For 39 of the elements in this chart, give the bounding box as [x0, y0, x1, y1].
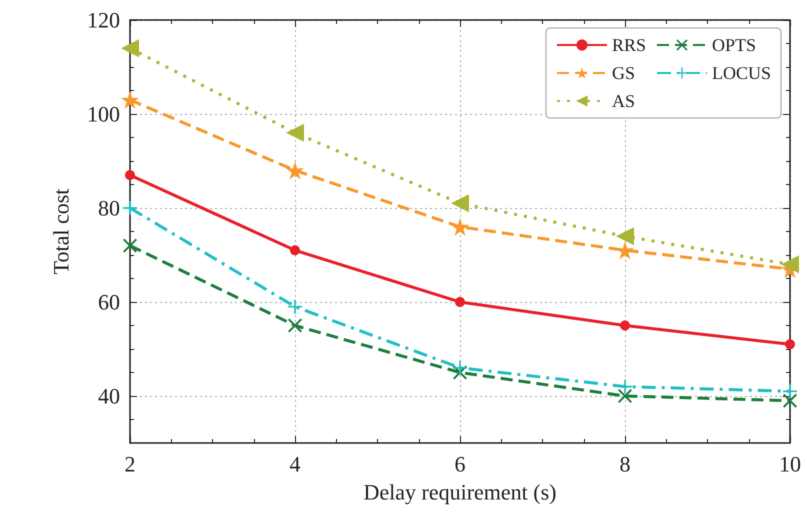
y-axis-title: Total cost: [48, 188, 74, 274]
point: [123, 201, 137, 215]
point: [783, 384, 797, 398]
legend-label: AS: [612, 91, 635, 111]
point: [121, 39, 139, 58]
y-tick-label: 60: [98, 290, 120, 314]
y-tick-label: 100: [87, 102, 120, 126]
y-tick-label: 40: [98, 384, 120, 408]
point: [618, 380, 632, 394]
point: [451, 218, 469, 236]
x-tick-label: 8: [620, 452, 630, 476]
point: [616, 227, 634, 246]
point: [290, 245, 300, 256]
point: [620, 320, 630, 330]
point: [783, 394, 797, 408]
x-tick-label: 4: [290, 452, 300, 476]
point: [785, 339, 795, 350]
point: [781, 255, 799, 274]
x-tick-label: 2: [124, 452, 136, 476]
point: [453, 360, 467, 375]
point: [455, 297, 465, 307]
legend-label: RRS: [612, 35, 646, 55]
point: [286, 124, 304, 142]
point: [288, 300, 302, 314]
point: [451, 194, 469, 212]
point: [123, 238, 137, 253]
point: [288, 318, 302, 332]
point: [121, 90, 139, 109]
legend-label: LOCUS: [712, 63, 772, 83]
x-tick-label: 10: [779, 452, 801, 476]
legend-label: GS: [612, 63, 635, 83]
x-tick-label: 6: [454, 452, 466, 476]
point: [286, 161, 304, 180]
point: [125, 170, 135, 180]
x-axis-title: Delay requirement (s): [363, 480, 557, 504]
point: [618, 389, 632, 403]
y-tick-label: 120: [87, 8, 120, 32]
y-tick-label: 80: [98, 196, 120, 220]
legend-label: OPTS: [712, 35, 756, 55]
